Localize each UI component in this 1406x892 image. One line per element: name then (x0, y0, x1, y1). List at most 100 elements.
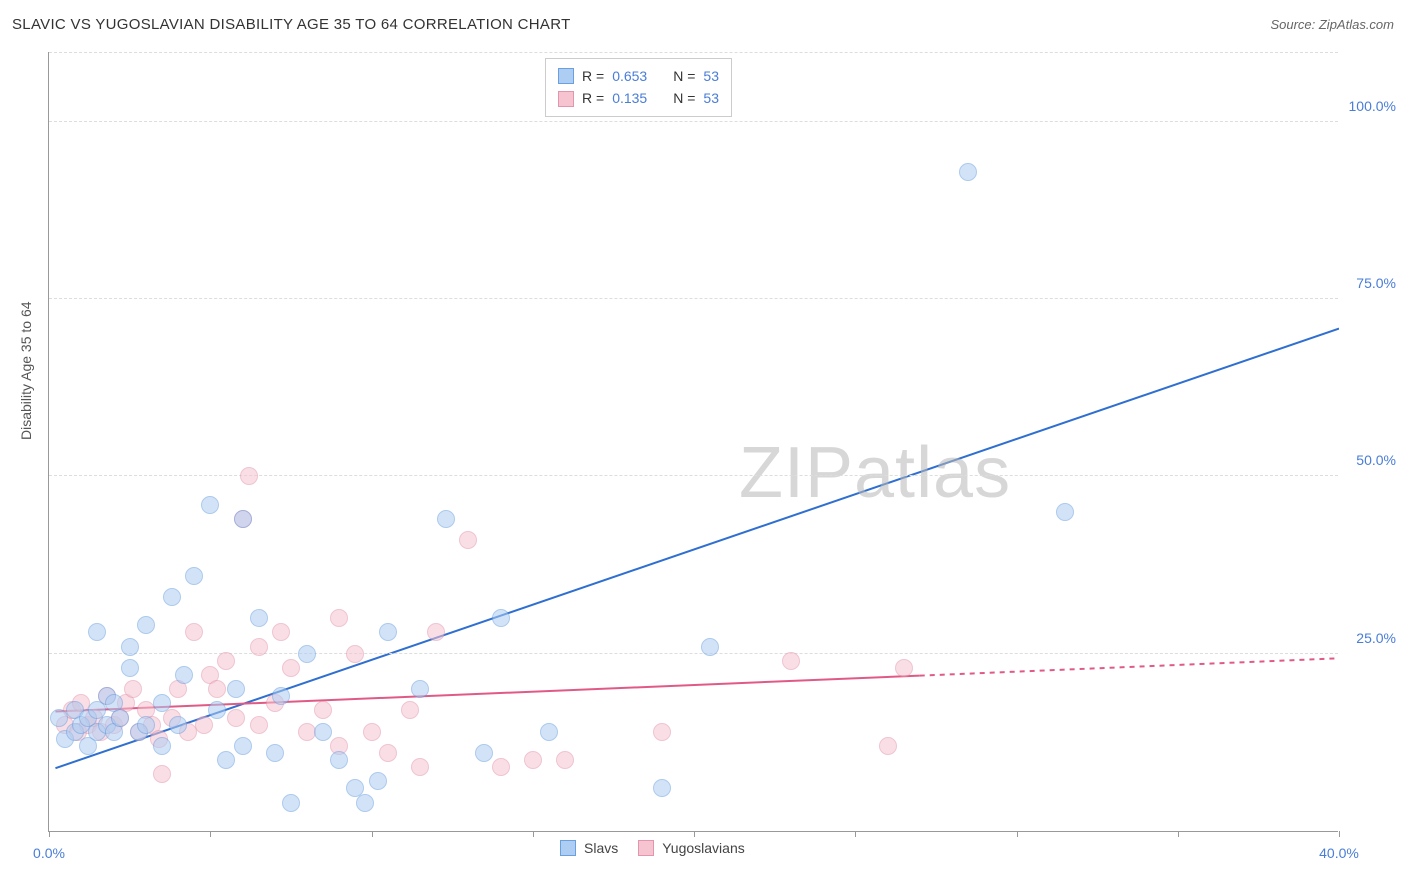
data-point-yugoslavians (401, 701, 419, 719)
data-point-slavs (234, 737, 252, 755)
data-point-yugoslavians (346, 645, 364, 663)
grid-line (49, 653, 1338, 654)
x-tick (1178, 831, 1179, 837)
legend-series-label-yugoslavians: Yugoslavians (662, 840, 745, 856)
data-point-slavs (379, 623, 397, 641)
source-prefix: Source: (1270, 17, 1318, 32)
data-point-slavs (227, 680, 245, 698)
data-point-yugoslavians (282, 659, 300, 677)
data-point-yugoslavians (272, 623, 290, 641)
data-point-yugoslavians (314, 701, 332, 719)
grid-line (49, 52, 1338, 53)
y-axis-title: Disability Age 35 to 64 (18, 301, 34, 440)
x-tick-label: 40.0% (1319, 845, 1359, 861)
data-point-yugoslavians (492, 758, 510, 776)
grid-line (49, 121, 1338, 122)
data-point-yugoslavians (217, 652, 235, 670)
scatter-plot-area: ZIPatlas 25.0%50.0%75.0%100.0%0.0%40.0% (48, 52, 1338, 832)
data-point-yugoslavians (782, 652, 800, 670)
data-point-slavs (492, 609, 510, 627)
data-point-slavs (959, 163, 977, 181)
data-point-slavs (175, 666, 193, 684)
data-point-yugoslavians (153, 765, 171, 783)
legend-swatch-yugoslavians (558, 91, 574, 107)
data-point-slavs (1056, 503, 1074, 521)
data-point-slavs (137, 716, 155, 734)
data-point-slavs (272, 687, 290, 705)
stat-n-value-slavs: 53 (703, 65, 719, 87)
data-point-slavs (653, 779, 671, 797)
data-point-slavs (314, 723, 332, 741)
legend-swatch-slavs (560, 840, 576, 856)
data-point-yugoslavians (556, 751, 574, 769)
data-point-slavs (701, 638, 719, 656)
data-point-slavs (356, 794, 374, 812)
stat-r-value-slavs: 0.653 (612, 65, 647, 87)
data-point-slavs (234, 510, 252, 528)
legend-stats-row-slavs: R =0.653N =53 (558, 65, 719, 87)
x-tick (49, 831, 50, 837)
data-point-slavs (475, 744, 493, 762)
x-tick-label: 0.0% (33, 845, 65, 861)
data-point-yugoslavians (250, 716, 268, 734)
source-attribution: Source: ZipAtlas.com (1270, 17, 1394, 32)
stat-n-label: N = (673, 65, 695, 87)
data-point-slavs (111, 709, 129, 727)
x-tick (210, 831, 211, 837)
y-tick-label: 25.0% (1356, 630, 1396, 646)
x-tick (1339, 831, 1340, 837)
data-point-slavs (137, 616, 155, 634)
stat-r-value-yugoslavians: 0.135 (612, 87, 647, 109)
data-point-slavs (298, 645, 316, 663)
data-point-slavs (121, 659, 139, 677)
data-point-yugoslavians (379, 744, 397, 762)
data-point-yugoslavians (459, 531, 477, 549)
legend-series: Slavs Yugoslavians (560, 840, 745, 856)
chart-title: SLAVIC VS YUGOSLAVIAN DISABILITY AGE 35 … (12, 16, 571, 33)
data-point-slavs (153, 737, 171, 755)
x-tick (1017, 831, 1018, 837)
x-tick (855, 831, 856, 837)
data-point-slavs (411, 680, 429, 698)
legend-stats-row-yugoslavians: R =0.135N =53 (558, 87, 719, 109)
trend-line-yugoslavians-dashed (920, 658, 1339, 675)
data-point-yugoslavians (250, 638, 268, 656)
source-name: ZipAtlas.com (1319, 17, 1394, 32)
data-point-slavs (540, 723, 558, 741)
data-point-slavs (153, 694, 171, 712)
trend-line-slavs (55, 329, 1339, 769)
y-tick-label: 75.0% (1356, 275, 1396, 291)
data-point-slavs (208, 701, 226, 719)
data-point-yugoslavians (411, 758, 429, 776)
x-tick (372, 831, 373, 837)
data-point-slavs (163, 588, 181, 606)
data-point-slavs (169, 716, 187, 734)
data-point-yugoslavians (195, 716, 213, 734)
stat-n-value-yugoslavians: 53 (703, 87, 719, 109)
y-tick-label: 50.0% (1356, 452, 1396, 468)
watermark: ZIPatlas (739, 432, 1011, 514)
data-point-slavs (369, 772, 387, 790)
legend-series-item-yugoslavians: Yugoslavians (638, 840, 745, 856)
data-point-slavs (437, 510, 455, 528)
data-point-yugoslavians (524, 751, 542, 769)
legend-swatch-yugoslavians (638, 840, 654, 856)
data-point-yugoslavians (208, 680, 226, 698)
data-point-slavs (201, 496, 219, 514)
chart-header: SLAVIC VS YUGOSLAVIAN DISABILITY AGE 35 … (0, 0, 1406, 40)
data-point-yugoslavians (124, 680, 142, 698)
data-point-slavs (217, 751, 235, 769)
data-point-slavs (250, 609, 268, 627)
data-point-yugoslavians (185, 623, 203, 641)
x-tick (533, 831, 534, 837)
data-point-slavs (266, 744, 284, 762)
stat-n-label: N = (673, 87, 695, 109)
x-tick (694, 831, 695, 837)
data-point-slavs (121, 638, 139, 656)
legend-stats-box: R =0.653N =53R =0.135N =53 (545, 58, 732, 117)
data-point-slavs (88, 623, 106, 641)
data-point-yugoslavians (363, 723, 381, 741)
watermark-bold: ZIP (739, 433, 854, 513)
legend-series-label-slavs: Slavs (584, 840, 618, 856)
y-tick-label: 100.0% (1349, 98, 1396, 114)
